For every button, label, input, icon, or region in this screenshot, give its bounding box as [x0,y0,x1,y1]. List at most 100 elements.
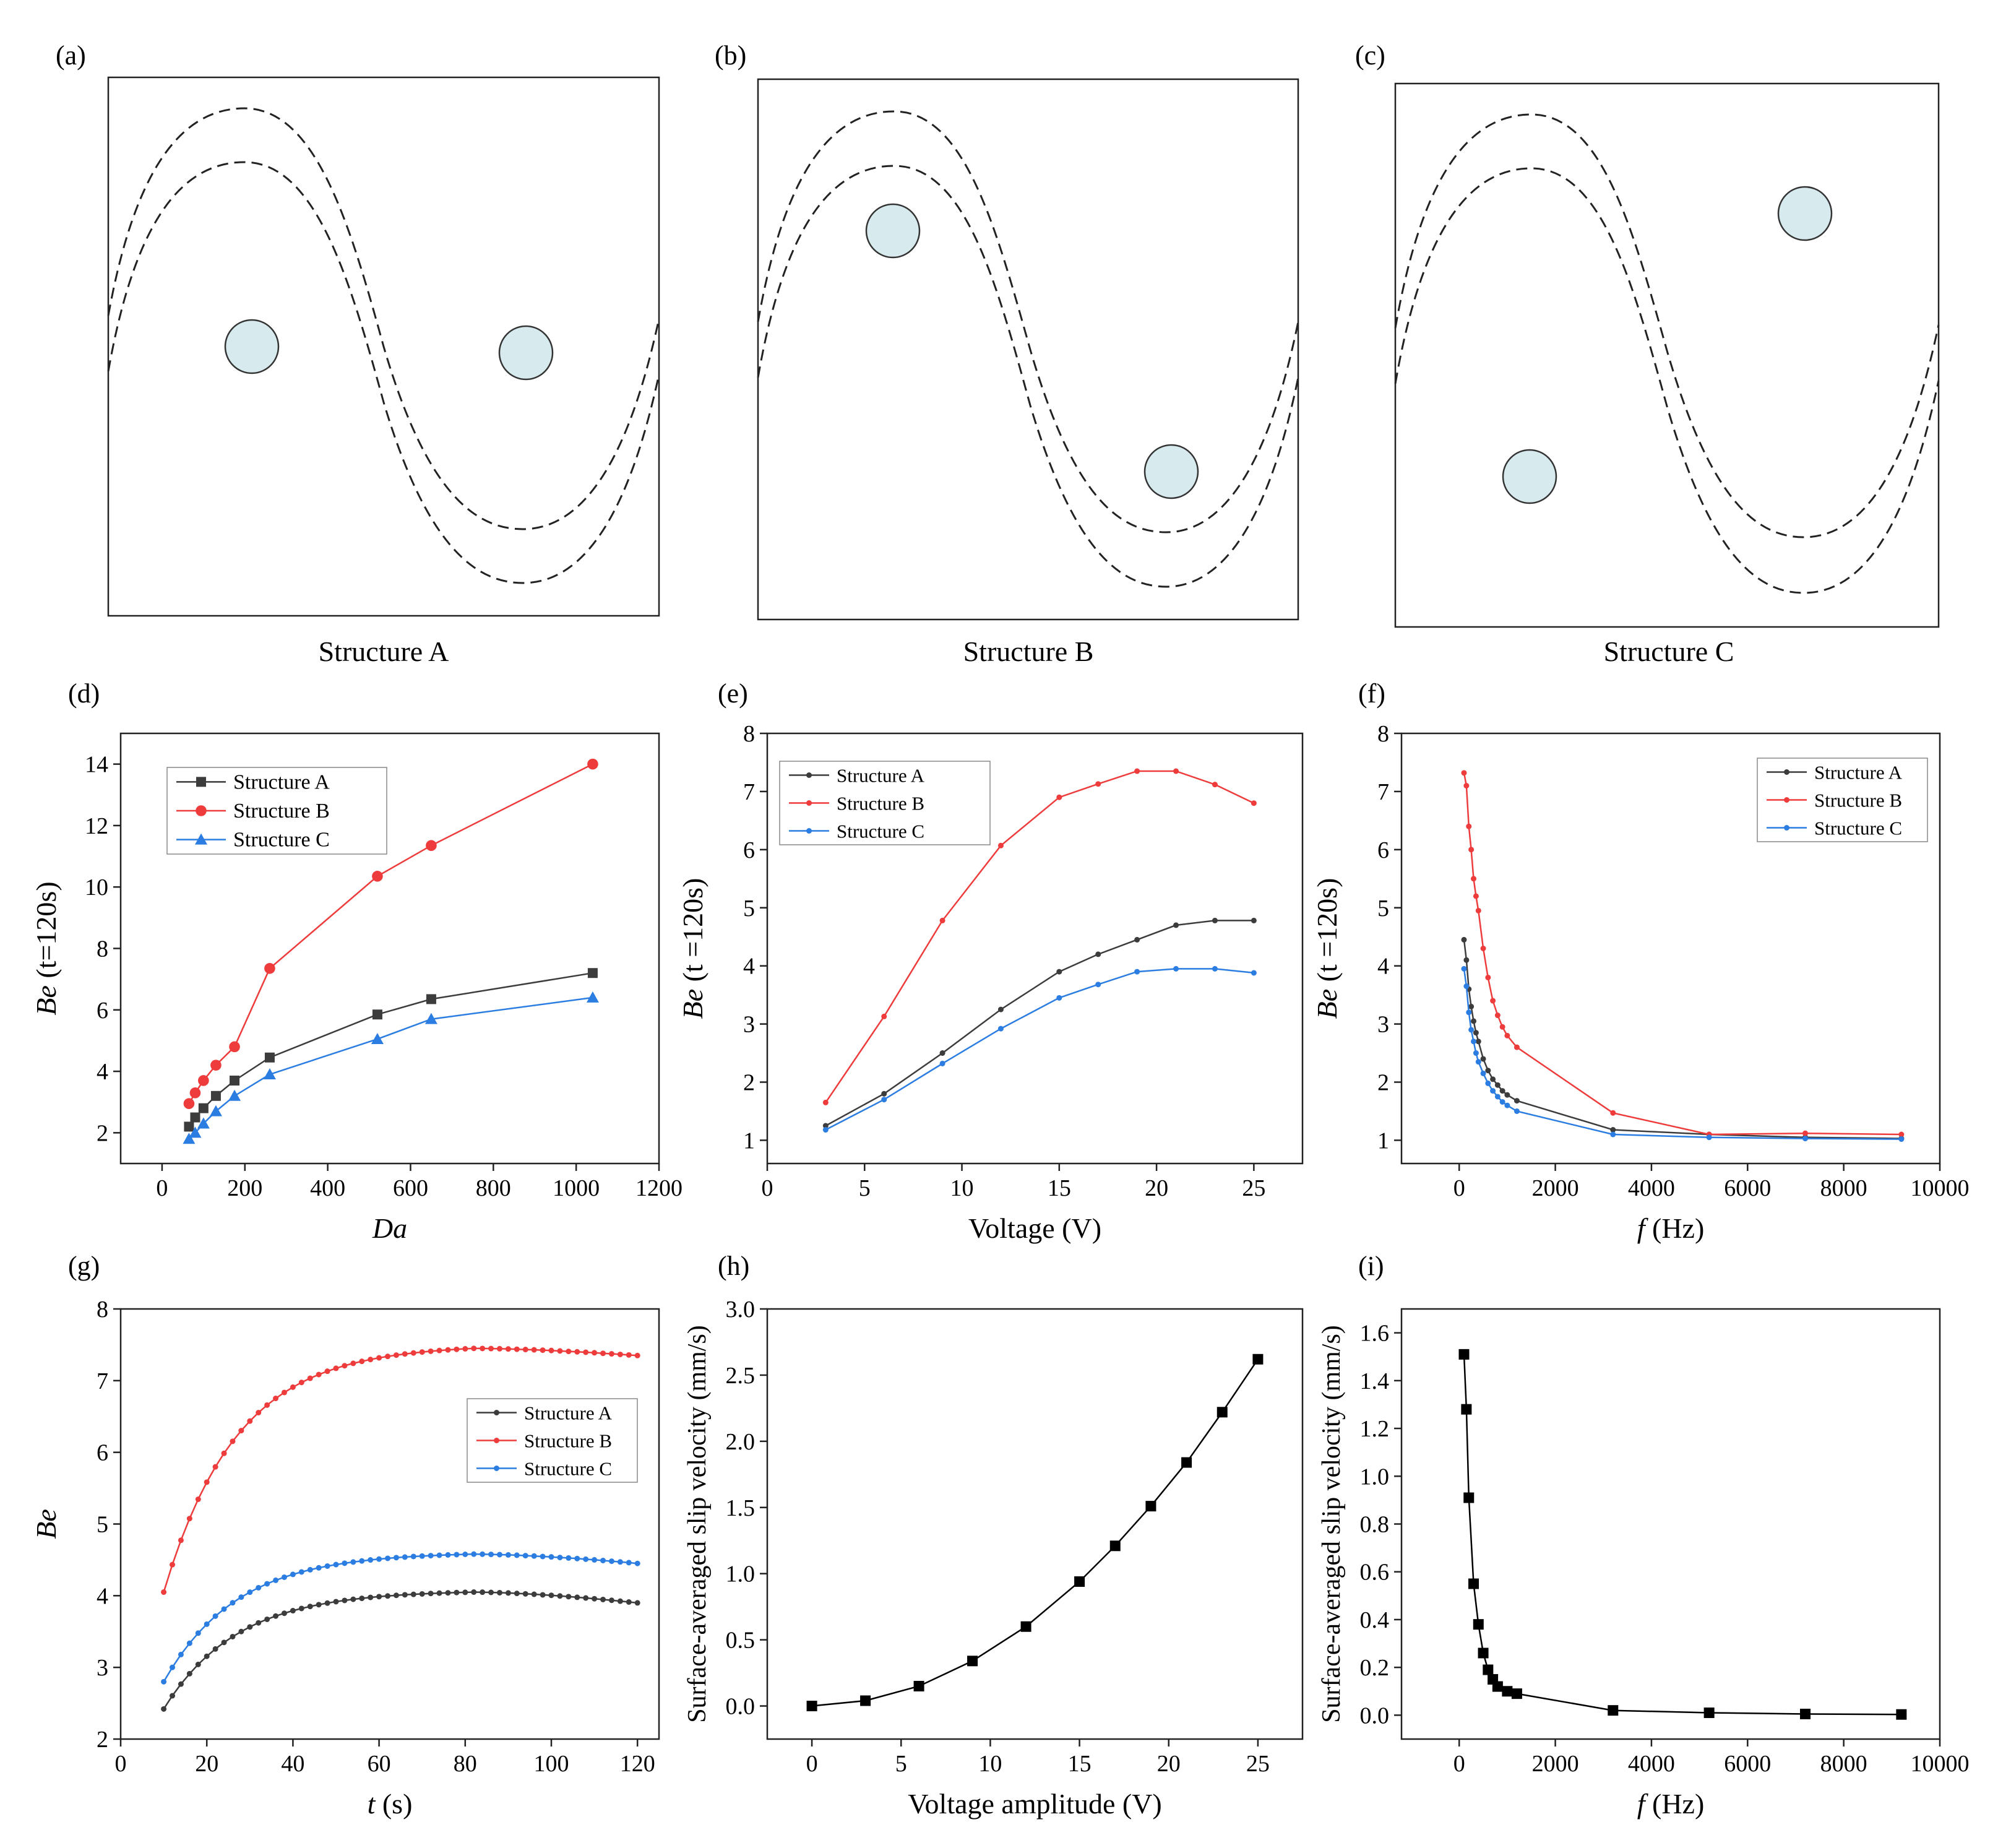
x-axis-label: f (Hz) [1637,1788,1705,1820]
data-point [540,1592,546,1598]
data-point [608,1558,614,1565]
legend-entry: Structure A [524,1402,613,1424]
data-point [617,1559,623,1565]
legend-marker [806,800,812,806]
y-tick-label: 0.0 [726,1694,756,1720]
data-point [186,1516,192,1522]
x-tick-label: 80 [454,1751,477,1777]
x-tick-label: 0 [156,1175,168,1201]
data-point [967,1656,978,1667]
data-point [1478,1647,1489,1659]
data-point [209,1105,222,1116]
legend-entry: Structure B [837,793,924,814]
data-point [1473,1619,1484,1630]
legend-entry: Structure C [837,821,924,842]
data-point [496,1345,502,1352]
y-tick-label: 1.2 [1360,1416,1390,1442]
data-point [1463,957,1470,963]
panel-label-b: (b) [715,40,746,71]
data-point [1461,936,1467,943]
x-tick-label: 0 [806,1751,818,1777]
data-point [195,1661,201,1667]
data-point [221,1450,227,1456]
y-tick-label: 0.4 [1360,1607,1390,1633]
y-tick-label: 4 [1377,954,1389,980]
data-point [376,1556,382,1562]
data-point [281,1389,287,1396]
data-point [454,1589,460,1595]
series-structure-a [822,917,1257,1129]
legend-marker [1784,769,1789,775]
data-point [256,1409,262,1415]
data-point [1485,1068,1491,1074]
data-point [428,1553,434,1559]
data-point [1499,1024,1505,1030]
data-point [1483,1664,1494,1675]
data-point [376,1594,382,1600]
data-point [1466,1009,1472,1016]
axis-label-italic: Be [1311,989,1343,1019]
data-point [298,1380,304,1386]
data-point [471,1551,477,1557]
data-point [371,1032,384,1044]
data-point [1608,1705,1619,1716]
data-point [419,1553,425,1559]
structure-b-frame [757,78,1299,621]
data-point [198,1075,209,1086]
y-tick-label: 2.5 [726,1363,756,1389]
axis-label-italic: Be [30,1509,62,1539]
data-point [393,1592,399,1599]
data-point [186,1670,192,1677]
structure-c-particle-1 [1777,186,1833,241]
data-point [1480,946,1486,951]
x-tick-label: 0 [1453,1751,1465,1777]
x-tick-label: 10000 [1911,1175,1970,1201]
data-point [1480,1070,1486,1076]
plot-frame [119,1308,660,1740]
axis-label-text: (t =120s) [1311,878,1343,989]
data-point [1463,783,1470,789]
y-axis-label: Surface-averaged slip velocity (mm/s) [1317,1325,1346,1723]
data-point [204,1479,210,1485]
y-tick-label: 6 [743,837,755,863]
data-point [212,1464,218,1470]
x-tick-label: 2000 [1532,1751,1579,1777]
data-point [1468,1027,1475,1033]
chart-h: (h) 0 5 10 15 20 25 0.0 0.5 1.0 1.5 2.0 2.5 3.0 Voltag… [683,1251,1304,1820]
legend-marker [494,1410,499,1415]
y-tick-label: 2.0 [726,1429,756,1455]
series-line [163,1591,638,1709]
chart-f: (f) 0 2000 4000 6000 8000 10000 1 2 3 4 5 6 7 8 f (Hz) B… [1311,678,1970,1244]
data-point [350,1596,356,1602]
data-point [1173,965,1179,972]
structure-b-particle-1 [865,203,921,259]
data-point [264,1402,270,1408]
y-tick-label: 1 [743,1128,755,1154]
panel-label-e: (e) [718,678,748,709]
data-point [1134,936,1140,943]
x-tick-label: 15 [1048,1175,1071,1201]
data-point [583,1349,589,1355]
legend: Structure A Structure B Structure C [166,767,387,855]
data-point [1610,1127,1616,1133]
data-point [881,1013,887,1019]
data-point [1473,1050,1479,1056]
x-tick-label: 0 [1453,1175,1465,1201]
data-point [445,1552,451,1558]
data-point [505,1346,511,1352]
series-structure-b [822,768,1257,1105]
data-point [1468,847,1475,853]
x-tick-label: 0 [762,1175,773,1201]
data-point [522,1347,528,1353]
data-point [307,1375,313,1381]
legend-marker [1784,797,1789,803]
data-point [410,1591,416,1597]
legend-entry: Structure A [233,771,330,793]
structure-c-channel-upper [1394,113,1940,538]
data-point [822,1127,829,1133]
data-point [881,1097,887,1103]
data-point [634,1600,640,1606]
data-point [1466,823,1472,829]
plot-frame [766,1308,1304,1740]
data-point [210,1090,221,1101]
